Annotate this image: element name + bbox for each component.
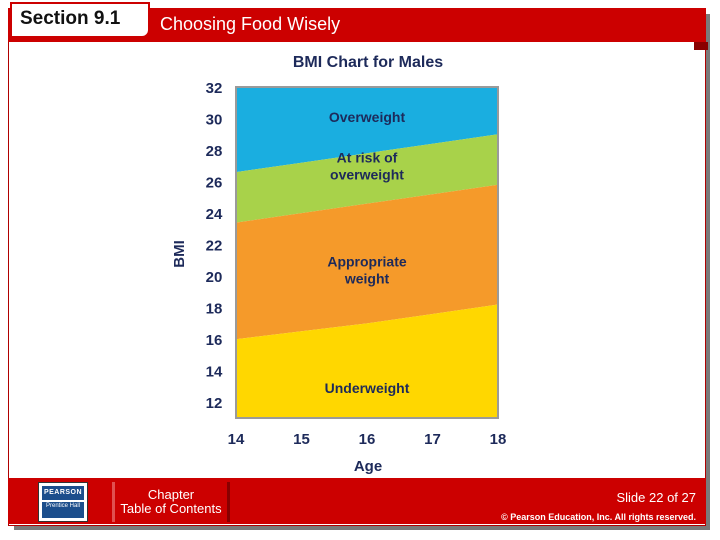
pearson-logo-wordmark: PEARSON: [42, 486, 84, 500]
region-label-2-1: weight: [344, 270, 390, 286]
region-label-2-0: Appropriate: [327, 253, 407, 269]
y-tick-label: 28: [206, 143, 223, 160]
x-tick-label: 18: [490, 431, 507, 448]
y-tick-label: 16: [206, 332, 223, 349]
toc-label: Chapter Table of Contents: [115, 488, 227, 516]
region-label-0-0: Overweight: [329, 109, 406, 125]
x-axis-label: Age: [354, 458, 382, 475]
y-tick-label: 26: [206, 175, 223, 192]
y-tick-label: 32: [206, 80, 223, 97]
x-tick-label: 17: [424, 431, 441, 448]
region-label-3-0: Underweight: [325, 380, 410, 396]
slide-title: Choosing Food Wisely: [160, 14, 341, 34]
section-tab: [10, 2, 150, 38]
table-of-contents-button[interactable]: Chapter Table of Contents: [112, 482, 230, 522]
y-tick-label: 20: [206, 269, 223, 286]
copyright-notice: © Pearson Education, Inc. All rights res…: [501, 512, 696, 522]
chart-region-2: [236, 184, 498, 340]
x-tick-label: 15: [293, 431, 310, 448]
slide-number: Slide 22 of 27: [616, 490, 696, 505]
x-tick-label: 14: [228, 431, 245, 448]
y-tick-label: 30: [206, 112, 223, 129]
region-label-1-1: overweight: [330, 166, 404, 182]
toc-label-line1: Chapter: [147, 487, 195, 502]
chart-region-0: [236, 87, 498, 173]
plot-border: [235, 86, 499, 419]
y-tick-label: 18: [206, 301, 223, 318]
y-tick-label: 12: [206, 395, 223, 412]
chart-region-3: [236, 304, 498, 418]
y-tick-label: 22: [206, 238, 223, 255]
x-tick-label: 16: [359, 431, 376, 448]
y-tick-label: 24: [206, 206, 223, 223]
pearson-logo-imprint: Prentice Hall: [42, 502, 84, 518]
pearson-logo: PEARSON Prentice Hall: [38, 482, 88, 522]
toc-label-line2: Table of Contents: [120, 501, 222, 516]
y-axis-label: BMI: [171, 240, 188, 268]
region-label-1-0: At risk of: [337, 149, 398, 165]
chart-region-1: [236, 134, 498, 223]
y-tick-label: 14: [206, 364, 223, 381]
chart-title: BMI Chart for Males: [293, 54, 443, 71]
section-label: Section 9.1: [20, 8, 121, 29]
